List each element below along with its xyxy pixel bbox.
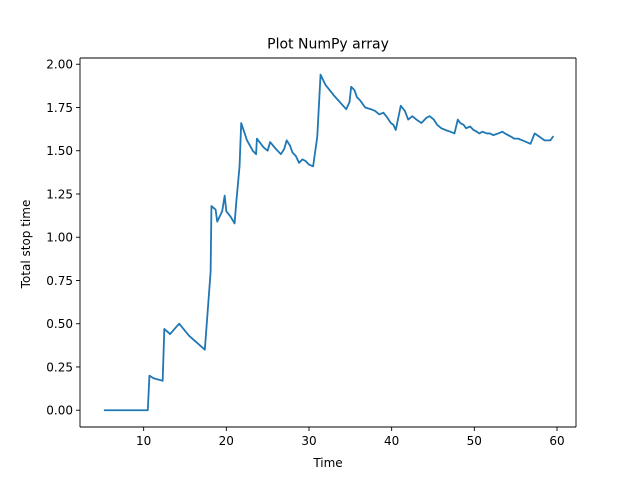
series-line-0 [103, 73, 555, 412]
x-tick-label: 30 [301, 434, 316, 448]
y-tick-label: 2.00 [46, 58, 73, 72]
y-tick-label: 0.75 [46, 274, 73, 288]
chart-title: Plot NumPy array [267, 37, 389, 53]
y-tick-label: 0.50 [46, 317, 73, 331]
x-tick-label: 50 [467, 434, 482, 448]
y-tick-label: 1.75 [46, 101, 73, 115]
series-layer [103, 73, 555, 412]
y-tick-label: 1.25 [46, 187, 73, 201]
x-tick-label: 10 [136, 434, 151, 448]
axes-frame [79, 57, 577, 428]
x-axis-title: Time [312, 456, 342, 470]
x-axis-ticks: 10 20 30 40 50 60 [136, 427, 565, 448]
y-axis-ticks: 0.00 0.25 0.50 0.75 1.00 1.25 1.50 1.75 2.00 [46, 58, 80, 418]
x-tick-label: 60 [549, 434, 564, 448]
y-tick-label: 1.00 [46, 231, 73, 245]
y-tick-label: 0.25 [46, 360, 73, 374]
y-axis-title: Total stop time [19, 200, 33, 290]
y-tick-label: 1.50 [46, 144, 73, 158]
x-tick-label: 40 [384, 434, 399, 448]
y-tick-label: 0.00 [46, 404, 73, 418]
x-tick-label: 20 [219, 434, 234, 448]
